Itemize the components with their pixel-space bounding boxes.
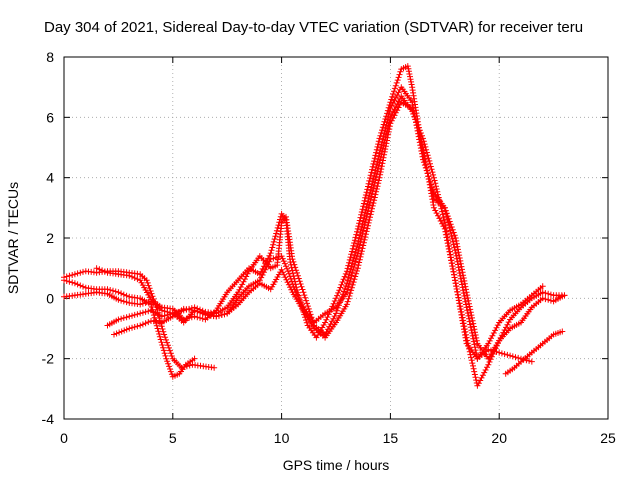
x-tick-label: 0 xyxy=(60,430,68,446)
y-tick-label: -2 xyxy=(42,351,55,367)
x-tick-label: 25 xyxy=(600,430,616,446)
chart-title: Day 304 of 2021, Sidereal Day-to-day VTE… xyxy=(44,19,583,36)
y-tick-label: 2 xyxy=(46,230,54,246)
y-tick-label: 0 xyxy=(46,290,54,306)
x-tick-label: 15 xyxy=(383,430,399,446)
series-track-6 xyxy=(111,99,568,389)
grid-lines xyxy=(64,57,608,419)
y-tick-label: 8 xyxy=(46,49,54,65)
y-axis-label: SDTVAR / TECUs xyxy=(5,182,21,294)
series-markers xyxy=(111,99,568,389)
x-tick-label: 5 xyxy=(169,430,177,446)
data-series xyxy=(61,63,568,389)
series-trace xyxy=(63,94,533,363)
series-markers xyxy=(61,268,218,371)
x-tick-label: 10 xyxy=(274,430,290,446)
y-axis: -4 -2 0 2 4 6 8 xyxy=(42,49,608,427)
y-tick-label: 4 xyxy=(46,170,54,186)
series-markers xyxy=(502,328,566,377)
series-track-2 xyxy=(61,277,198,380)
x-axis: 0 5 10 15 20 25 xyxy=(60,57,616,446)
y-tick-label: 6 xyxy=(46,109,54,125)
x-axis-label: GPS time / hours xyxy=(283,457,390,473)
series-track-1 xyxy=(61,268,218,371)
x-tick-label: 20 xyxy=(491,430,507,446)
y-tick-label: -4 xyxy=(42,411,55,427)
series-track-7 xyxy=(502,328,566,377)
